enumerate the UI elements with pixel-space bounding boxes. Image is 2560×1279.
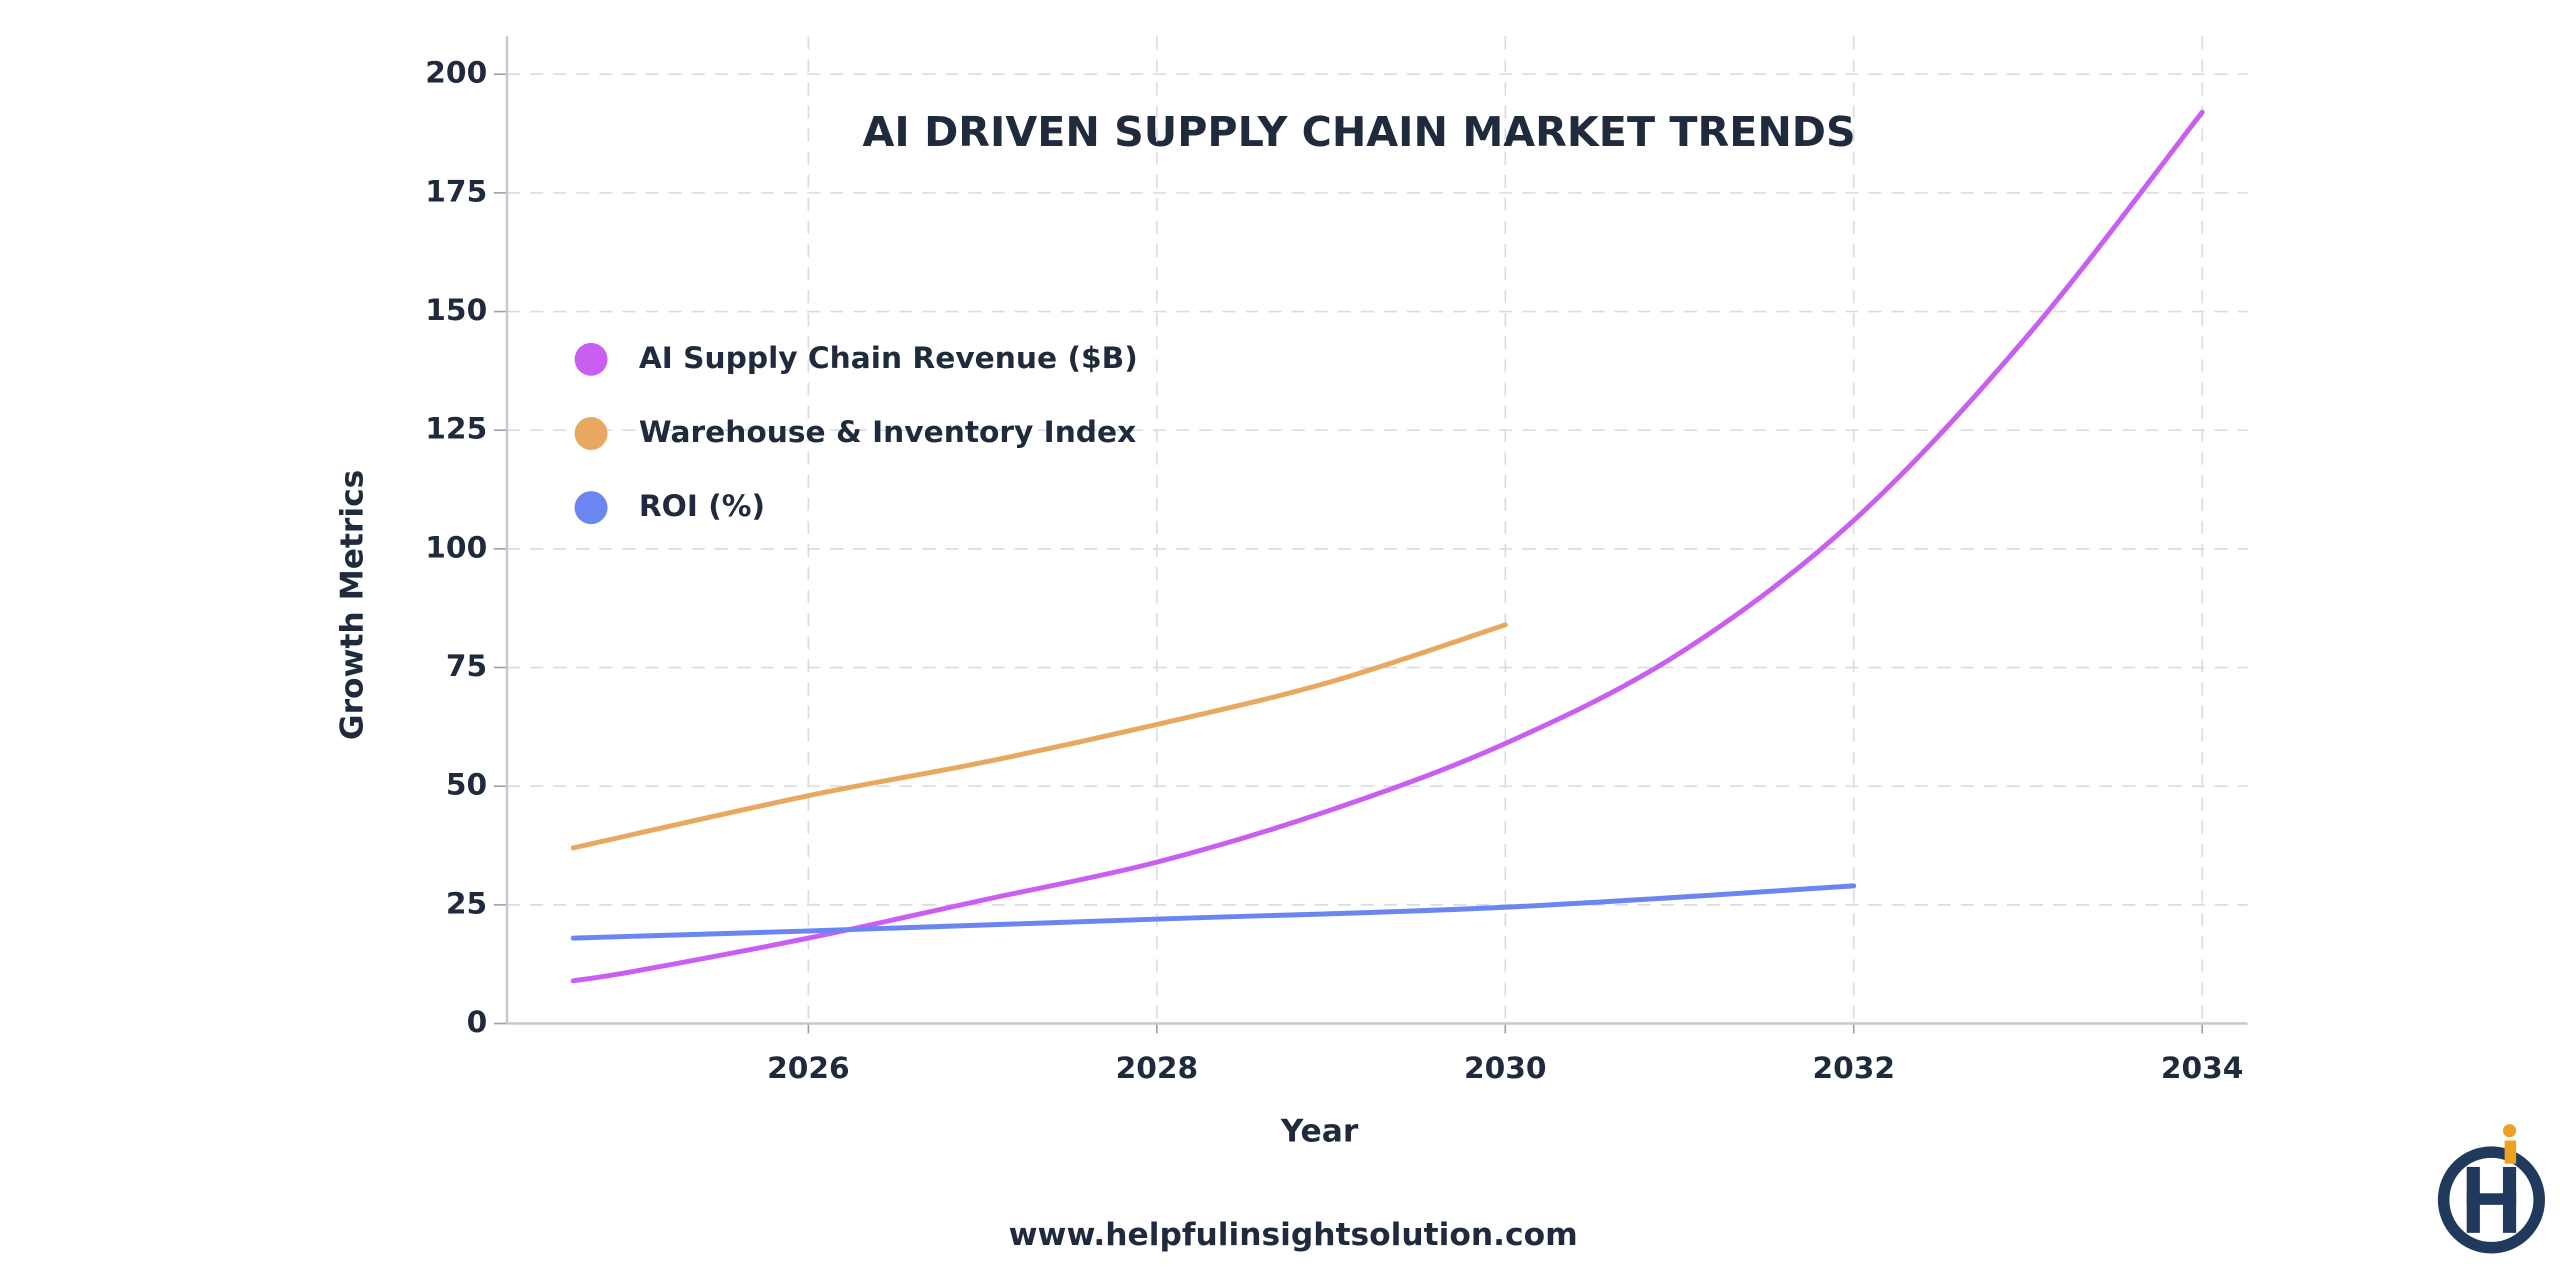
- x-tick-label: 2026: [767, 1050, 850, 1085]
- y-tick-label: 150: [425, 292, 487, 327]
- legend-label: Warehouse & Inventory Index: [639, 414, 1136, 449]
- chart-title: AI DRIVEN SUPPLY CHAIN MARKET TRENDS: [863, 108, 1856, 156]
- x-tick-label: 2034: [2161, 1050, 2244, 1085]
- x-tick-label: 2032: [1812, 1050, 1895, 1085]
- y-tick-label: 75: [446, 648, 487, 683]
- y-tick-label: 175: [425, 173, 487, 208]
- legend-marker: [574, 342, 608, 376]
- legend-marker: [574, 416, 608, 450]
- legend-label: AI Supply Chain Revenue ($B): [639, 340, 1138, 375]
- y-axis-label: Growth Metrics: [335, 470, 371, 740]
- footer-url: www.helpfulinsightsolution.com: [1009, 1217, 1578, 1253]
- logo-ring: [2437, 1146, 2545, 1254]
- y-tick-label: 200: [425, 55, 487, 90]
- logo-i: [2504, 1140, 2517, 1164]
- y-tick-label: 125: [425, 411, 487, 446]
- y-tick-label: 25: [446, 885, 487, 920]
- data-line: [570, 109, 2205, 984]
- logo: [2437, 1124, 2545, 1254]
- logo-i-dot: [2502, 1124, 2517, 1138]
- data-line: [570, 622, 1508, 851]
- x-tick-label: 2030: [1464, 1050, 1547, 1085]
- y-tick-label: 100: [425, 529, 487, 564]
- data-line: [570, 883, 1857, 941]
- y-tick-label: 50: [446, 767, 487, 802]
- logo-h-bar: [2466, 1193, 2517, 1205]
- y-tick-label: 0: [467, 1004, 488, 1039]
- legend-marker: [574, 491, 608, 525]
- legend-label: ROI (%): [639, 488, 765, 523]
- x-tick-label: 2028: [1116, 1050, 1199, 1085]
- x-axis-label: Year: [1280, 1113, 1359, 1149]
